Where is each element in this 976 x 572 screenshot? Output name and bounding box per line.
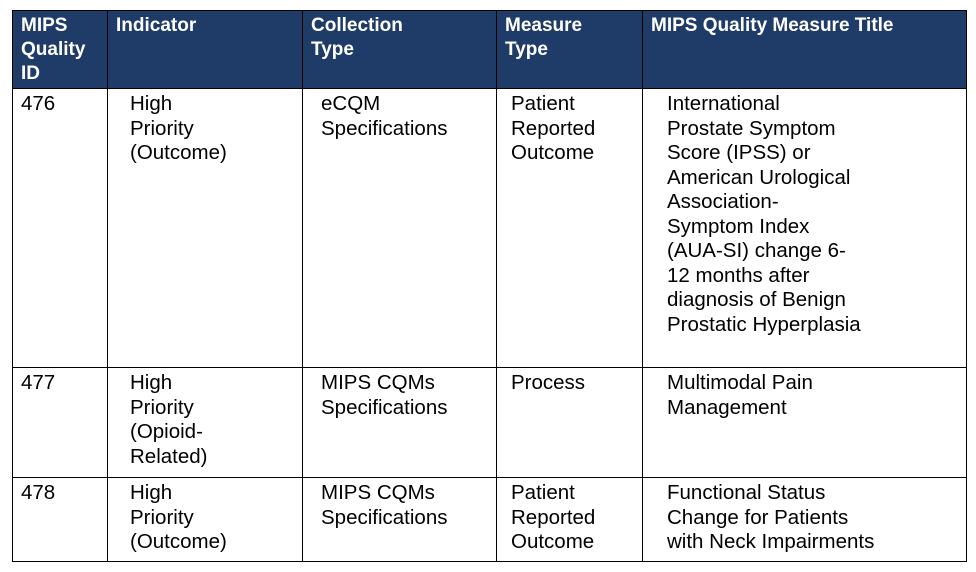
- cell-indicator: High Priority (Opioid- Related): [107, 367, 303, 478]
- cell-indicator-text: High Priority (Opioid- Related): [130, 371, 208, 468]
- table-body: 476 High Priority (Outcome) eCQM Specifi…: [12, 88, 967, 562]
- cell-id: 477: [12, 367, 108, 478]
- cell-measure-type: Process: [496, 367, 643, 478]
- header-label: MIPS Quality Measure Title: [651, 15, 894, 36]
- table-row: 478 High Priority (Outcome) MIPS CQMs Sp…: [12, 477, 967, 562]
- header-measure-type: Measure Type: [496, 10, 643, 89]
- cell-collection-type-text: eCQM Specifications: [321, 92, 448, 140]
- cell-indicator: High Priority (Outcome): [107, 88, 303, 368]
- cell-indicator-text: High Priority (Outcome): [130, 481, 227, 553]
- cell-measure-type-text: Patient Reported Outcome: [511, 92, 596, 164]
- cell-id-text: 476: [21, 92, 56, 115]
- cell-measure-title: International Prostate Symptom Score (IP…: [642, 88, 967, 368]
- header-row: MIPS Quality ID Indicator Collection Typ…: [12, 10, 967, 89]
- cell-id: 476: [12, 88, 108, 368]
- cell-indicator-text: High Priority (Outcome): [130, 92, 227, 164]
- cell-measure-type-text: Process: [511, 371, 586, 394]
- header-label: MIPS Quality ID: [21, 15, 86, 84]
- cell-collection-type: MIPS CQMs Specifications: [302, 367, 497, 478]
- header-label: Indicator: [116, 15, 197, 36]
- cell-id: 478: [12, 477, 108, 562]
- cell-collection-type-text: MIPS CQMs Specifications: [321, 371, 448, 419]
- header-label: Measure Type: [505, 15, 583, 60]
- header-label: Collection Type: [311, 15, 403, 60]
- cell-collection-type-text: MIPS CQMs Specifications: [321, 481, 448, 529]
- table-row: 477 High Priority (Opioid- Related) MIPS…: [12, 367, 967, 478]
- cell-collection-type: MIPS CQMs Specifications: [302, 477, 497, 562]
- cell-measure-title-text: Functional Status Change for Patients wi…: [667, 481, 875, 553]
- cell-measure-type: Patient Reported Outcome: [496, 477, 643, 562]
- table-header: MIPS Quality ID Indicator Collection Typ…: [12, 10, 967, 89]
- cell-measure-type: Patient Reported Outcome: [496, 88, 643, 368]
- cell-measure-title-text: International Prostate Symptom Score (IP…: [667, 92, 861, 336]
- header-mips-quality-id: MIPS Quality ID: [12, 10, 108, 89]
- cell-measure-title: Functional Status Change for Patients wi…: [642, 477, 967, 562]
- header-indicator: Indicator: [107, 10, 303, 89]
- table-row: 476 High Priority (Outcome) eCQM Specifi…: [12, 88, 967, 368]
- cell-collection-type: eCQM Specifications: [302, 88, 497, 368]
- cell-indicator: High Priority (Outcome): [107, 477, 303, 562]
- cell-measure-type-text: Patient Reported Outcome: [511, 481, 596, 553]
- mips-quality-measures-table: MIPS Quality ID Indicator Collection Typ…: [12, 10, 967, 562]
- cell-id-text: 477: [21, 371, 56, 394]
- header-measure-title: MIPS Quality Measure Title: [642, 10, 967, 89]
- header-collection-type: Collection Type: [302, 10, 497, 89]
- cell-measure-title: Multimodal Pain Management: [642, 367, 967, 478]
- cell-id-text: 478: [21, 481, 56, 504]
- cell-measure-title-text: Multimodal Pain Management: [667, 371, 813, 419]
